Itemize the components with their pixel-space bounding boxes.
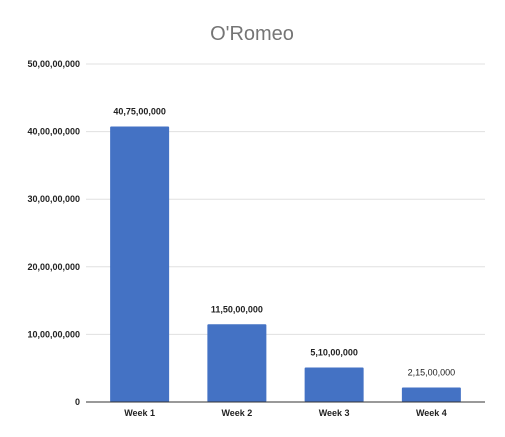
bar-week-3 (304, 367, 364, 402)
y-tick-label: 10,00,00,000 (27, 329, 80, 339)
bar-week-4 (401, 387, 461, 402)
data-label: 2,15,00,000 (408, 367, 456, 377)
x-tick-label: Week 3 (319, 408, 350, 418)
data-label: 5,10,00,000 (310, 348, 358, 358)
y-axis-tick-labels: 0 10,00,00,000 20,00,00,000 30,00,00,000 40,… (27, 59, 80, 407)
x-tick-label: Week 4 (416, 408, 447, 418)
y-tick-label: 40,00,00,000 (27, 127, 80, 137)
data-labels: 40,75,00,000 11,50,00,000 5,10,00,000 2,15,… (113, 107, 455, 378)
x-tick-label: Week 2 (221, 408, 252, 418)
y-tick-label: 0 (75, 397, 80, 407)
x-axis-tick-labels: Week 1 Week 2 Week 3 Week 4 (124, 408, 447, 418)
chart-title: O'Romeo (210, 23, 294, 45)
bar-week-1 (110, 126, 170, 402)
data-label: 40,75,00,000 (113, 107, 166, 117)
bars (110, 126, 461, 402)
x-tick-label: Week 1 (124, 408, 155, 418)
y-tick-label: 20,00,00,000 (27, 262, 80, 272)
y-tick-label: 30,00,00,000 (27, 194, 80, 204)
data-label: 11,50,00,000 (211, 304, 263, 314)
bar-week-2 (207, 324, 267, 402)
y-tick-label: 50,00,00,000 (27, 59, 80, 69)
